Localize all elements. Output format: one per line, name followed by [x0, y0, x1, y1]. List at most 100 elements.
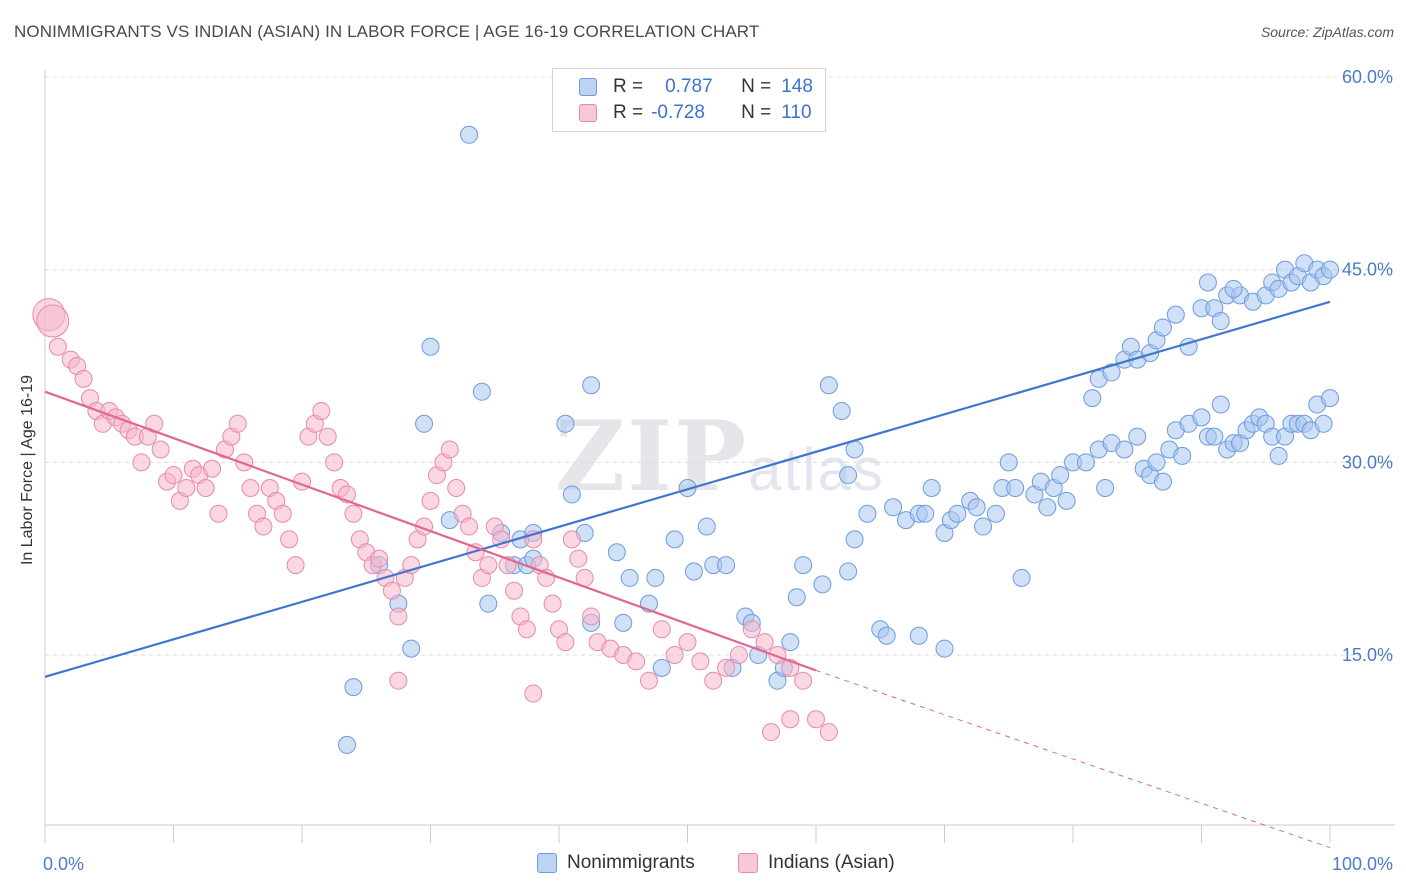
point-nonimmigrants	[344, 678, 363, 697]
point-indians	[678, 633, 697, 652]
point-nonimmigrants	[832, 401, 851, 420]
point-nonimmigrants	[1192, 408, 1211, 427]
point-nonimmigrants	[839, 562, 858, 581]
point-nonimmigrants	[884, 498, 903, 517]
point-nonimmigrants	[1224, 279, 1243, 298]
point-nonimmigrants	[787, 588, 806, 607]
point-nonimmigrants	[974, 517, 993, 536]
y-tick-labels: 15.0% 30.0% 45.0% 60.0%	[1342, 67, 1393, 665]
point-nonimmigrants	[652, 658, 671, 677]
point-nonimmigrants	[614, 613, 633, 632]
legend-item-indians: Indians (Asian)	[738, 852, 895, 874]
point-nonimmigrants	[794, 556, 813, 575]
point-nonimmigrants	[479, 594, 498, 613]
point-indians	[755, 633, 774, 652]
legend-r-label: R =	[613, 76, 644, 97]
point-nonimmigrants	[646, 568, 665, 587]
point-indians	[36, 304, 70, 338]
point-nonimmigrants	[781, 633, 800, 652]
point-nonimmigrants	[1147, 453, 1166, 472]
point-indians	[582, 607, 601, 626]
legend-swatch-indians	[738, 853, 758, 873]
point-indians	[203, 459, 222, 478]
point-indians	[460, 517, 479, 536]
point-nonimmigrants	[1314, 414, 1333, 433]
trend-lines	[44, 300, 1331, 849]
correlation-legend: R = 0.787 N = 148 R = -0.728 N = 110	[552, 68, 826, 132]
point-indians	[742, 620, 761, 639]
point-indians	[273, 504, 292, 523]
point-nonimmigrants	[1211, 312, 1230, 331]
legend-n-value: 148	[781, 76, 813, 97]
point-indians	[151, 440, 170, 459]
point-nonimmigrants	[607, 543, 626, 562]
point-indians	[781, 710, 800, 729]
point-indians	[312, 401, 331, 420]
point-indians	[704, 671, 723, 690]
point-indians	[177, 479, 196, 498]
point-nonimmigrants	[1102, 363, 1121, 382]
point-nonimmigrants	[1012, 568, 1031, 587]
point-nonimmigrants	[813, 575, 832, 594]
point-nonimmigrants	[877, 626, 896, 645]
point-indians	[164, 466, 183, 485]
point-nonimmigrants	[402, 639, 421, 658]
point-indians	[768, 646, 787, 664]
point-nonimmigrants	[909, 626, 928, 645]
point-nonimmigrants	[1083, 389, 1102, 408]
point-indians	[318, 427, 337, 446]
legend-n-label: N =	[741, 76, 772, 97]
point-nonimmigrants	[1006, 479, 1025, 498]
legend-n-label: N =	[741, 102, 772, 123]
chart-title: NONIMMIGRANTS VS INDIAN (ASIAN) IN LABOR…	[14, 22, 760, 41]
point-indians	[762, 723, 781, 742]
point-indians	[517, 620, 536, 639]
point-indians	[665, 646, 684, 664]
point-nonimmigrants	[1096, 479, 1115, 498]
x-tick-label: 0.0%	[43, 854, 84, 874]
point-indians	[627, 652, 646, 671]
point-nonimmigrants	[337, 735, 356, 754]
trend-line-indians-extrapolated	[815, 669, 1331, 849]
point-nonimmigrants	[620, 568, 639, 587]
point-indians	[132, 453, 151, 472]
trend-line-indians	[44, 390, 817, 672]
point-indians	[729, 646, 748, 664]
y-tick-label: 60.0%	[1342, 67, 1393, 87]
point-nonimmigrants	[1153, 318, 1172, 337]
point-indians	[569, 549, 588, 568]
point-indians	[286, 556, 305, 575]
point-indians	[382, 581, 401, 600]
point-nonimmigrants	[562, 485, 581, 504]
point-nonimmigrants	[460, 125, 479, 144]
legend-swatch-nonimmigrants	[537, 853, 557, 873]
point-indians	[717, 658, 736, 677]
point-nonimmigrants	[1057, 491, 1076, 510]
legend-r-label: R =	[613, 102, 644, 123]
x-tick-label: 100.0%	[1332, 854, 1393, 874]
point-indians	[370, 549, 389, 568]
point-indians	[691, 652, 710, 671]
point-nonimmigrants	[839, 466, 858, 485]
point-indians	[325, 453, 344, 472]
x-tick-labels: 0.0% 100.0%	[43, 854, 1393, 874]
point-indians	[209, 504, 228, 523]
point-indians	[280, 530, 299, 549]
point-nonimmigrants	[472, 382, 491, 401]
point-nonimmigrants	[916, 504, 935, 523]
point-nonimmigrants	[1076, 453, 1095, 472]
point-nonimmigrants	[1321, 260, 1339, 279]
legend-r-value: 0.787	[665, 76, 713, 97]
point-indians	[556, 633, 575, 652]
point-nonimmigrants	[421, 337, 440, 356]
legend-n-value: 110	[781, 102, 812, 123]
legend-item-nonimmigrants: Nonimmigrants	[537, 852, 695, 874]
point-nonimmigrants	[1051, 466, 1070, 485]
point-nonimmigrants	[935, 639, 954, 658]
point-indians	[74, 369, 93, 388]
point-nonimmigrants	[717, 556, 736, 575]
point-nonimmigrants	[845, 440, 864, 459]
axes	[44, 70, 1395, 843]
point-indians	[228, 414, 247, 433]
